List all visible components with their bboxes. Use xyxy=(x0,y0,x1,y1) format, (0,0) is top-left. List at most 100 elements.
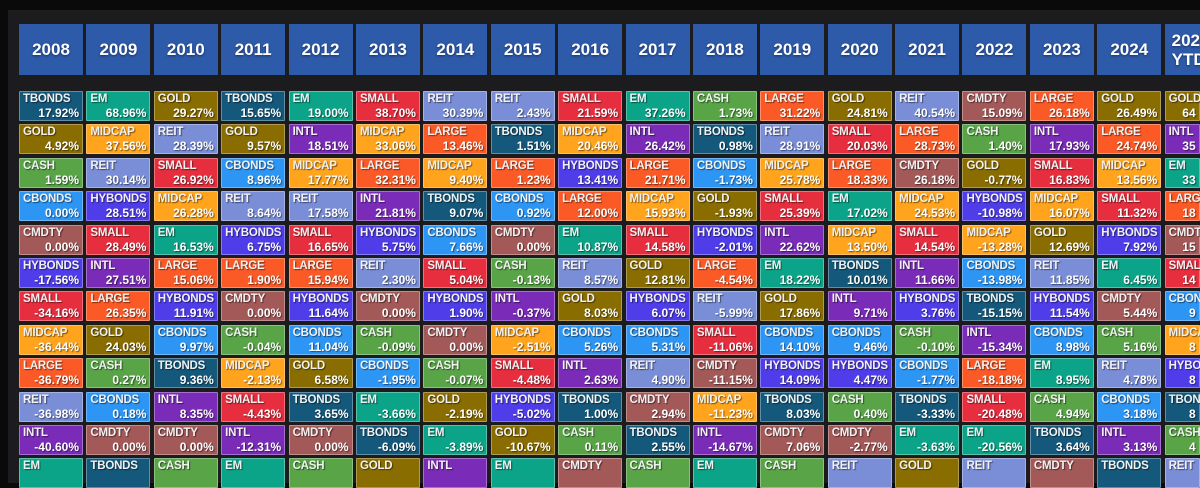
return-value: 0.00% xyxy=(112,441,146,453)
asset-label: CMDTY xyxy=(832,427,888,439)
return-value: 10.87% xyxy=(577,241,618,253)
return-value: 26.18% xyxy=(1049,107,1090,119)
asset-label: REIT xyxy=(293,193,349,205)
return-value: 28.49% xyxy=(106,241,147,253)
cell-2014-GOLD: GOLD-2.19% xyxy=(423,392,487,422)
return-value: 20.03% xyxy=(847,140,888,152)
cell-2018-LARGE: LARGE-4.54% xyxy=(693,258,757,288)
return-value: 4.94% xyxy=(1056,408,1090,420)
return-value: 18.51% xyxy=(308,140,349,152)
asset-label: CMDTY xyxy=(630,394,686,406)
year-header-2011: 2011 xyxy=(221,24,285,75)
year-header-2017: 2017 xyxy=(626,24,690,75)
cell-2025-HYBONDS: HYBONDS8 xyxy=(1165,358,1200,388)
return-value: 1.73% xyxy=(719,107,753,119)
asset-label: MIDCAP xyxy=(90,126,146,138)
return-value: 1.59% xyxy=(45,174,79,186)
asset-label: CBONDS xyxy=(697,160,753,172)
year-label: 2015 xyxy=(504,40,542,59)
year-label: 2018 xyxy=(706,40,744,59)
return-value: 11.54% xyxy=(1050,307,1090,319)
return-value: -5.02% xyxy=(513,408,551,420)
return-value: 6.58% xyxy=(315,374,349,386)
cell-2021-GOLD: GOLD xyxy=(895,458,959,488)
asset-label: CASH xyxy=(630,460,686,472)
asset-label: GOLD xyxy=(360,460,416,472)
return-value: -4.54% xyxy=(715,274,753,286)
return-value: 28.73% xyxy=(914,140,955,152)
return-value: 26.28% xyxy=(173,207,214,219)
asset-label: GOLD xyxy=(225,126,281,138)
year-header-2022: 2022 xyxy=(962,24,1026,75)
asset-label: INTL xyxy=(1101,427,1157,439)
return-value: 6.07% xyxy=(651,307,685,319)
asset-label: GOLD xyxy=(1034,227,1090,239)
cell-2019-CASH: CASH xyxy=(760,458,824,488)
return-value: -0.37% xyxy=(513,307,551,319)
asset-label: REIT xyxy=(90,160,146,172)
asset-label: CASH xyxy=(90,360,146,372)
asset-label: CASH xyxy=(562,427,618,439)
return-value: 13.46% xyxy=(443,140,484,152)
cell-2008-MIDCAP: MIDCAP-36.44% xyxy=(19,325,83,355)
asset-label: MIDCAP xyxy=(630,193,686,205)
return-value: 28.39% xyxy=(173,140,214,152)
asset-label: CASH xyxy=(360,327,416,339)
asset-label: CMDTY xyxy=(562,460,618,472)
return-value: 0.00% xyxy=(517,241,551,253)
asset-label: CBONDS xyxy=(225,160,281,172)
asset-label: CASH xyxy=(1169,427,1196,439)
asset-label: HYBONDS xyxy=(495,394,551,406)
asset-label: MIDCAP xyxy=(23,327,79,339)
asset-label: REIT xyxy=(562,260,618,272)
return-value: 5.26% xyxy=(584,341,618,353)
return-value: 13.50% xyxy=(847,241,888,253)
return-value: 5.16% xyxy=(1123,341,1157,353)
return-value: 15.94% xyxy=(308,274,349,286)
asset-label: REIT xyxy=(1169,460,1196,472)
asset-label: CBONDS xyxy=(1169,293,1196,305)
return-value: 0.00% xyxy=(180,441,214,453)
asset-label: CBONDS xyxy=(832,327,888,339)
return-value: -10.67% xyxy=(506,441,551,453)
return-value: 0.00% xyxy=(315,441,349,453)
return-value: 26.49% xyxy=(1117,107,1158,119)
cell-2015-GOLD: GOLD-10.67% xyxy=(491,425,555,455)
asset-label: INTL xyxy=(90,260,146,272)
asset-label: CMDTY xyxy=(158,427,214,439)
asset-label: HYBONDS xyxy=(832,360,888,372)
return-value: 3.64% xyxy=(1056,441,1090,453)
asset-label: HYBONDS xyxy=(225,227,281,239)
cell-2011-MIDCAP: MIDCAP-2.13% xyxy=(221,358,285,388)
asset-label: INTL xyxy=(697,427,753,439)
asset-label: REIT xyxy=(697,293,753,305)
asset-label: MIDCAP xyxy=(225,360,281,372)
asset-label: SMALL xyxy=(832,126,888,138)
